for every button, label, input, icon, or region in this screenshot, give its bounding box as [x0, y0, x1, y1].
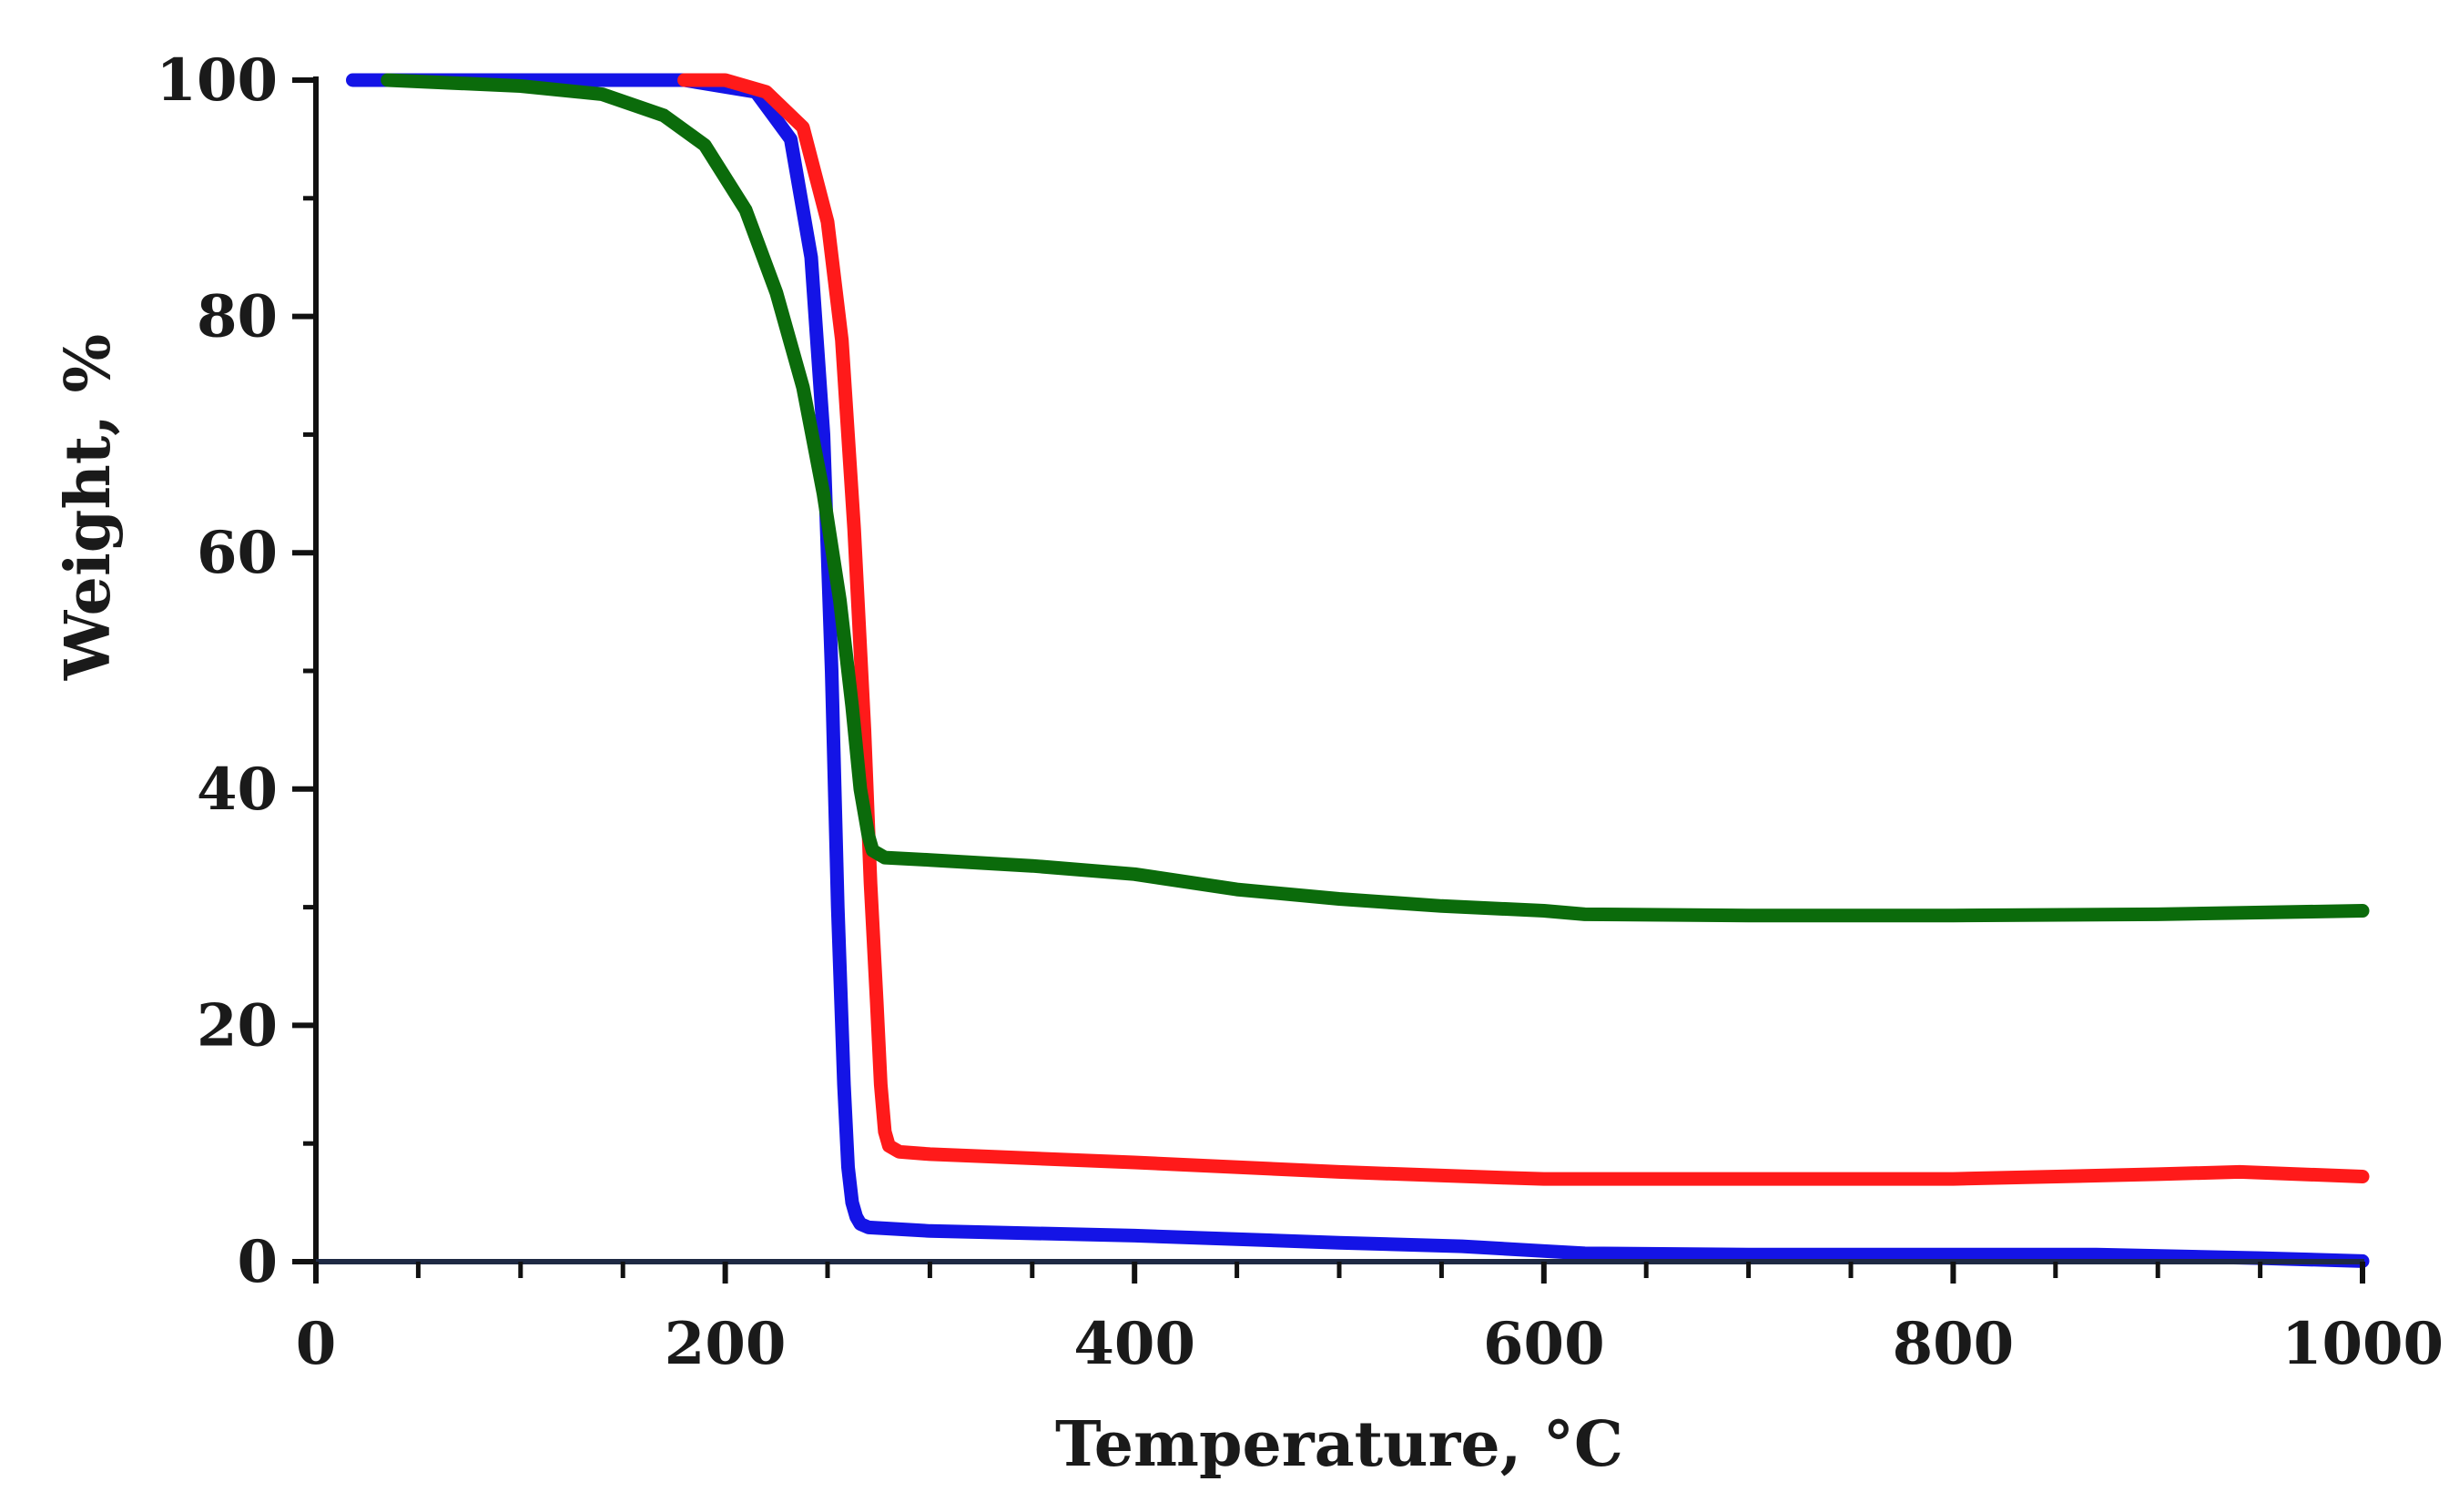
y-tick-label: 80	[197, 283, 278, 351]
y-tick-label: 60	[197, 519, 278, 587]
x-tick-label: 0	[296, 1310, 337, 1378]
y-tick-label: 20	[197, 991, 278, 1060]
y-tick-label: 40	[197, 756, 278, 824]
series-layer	[346, 73, 2370, 1268]
axes-layer	[292, 76, 2365, 1284]
x-tick-label: 800	[1893, 1310, 2015, 1378]
y-tick-label: 100	[156, 46, 278, 115]
x-tick-label: 1000	[2281, 1310, 2444, 1378]
series-line-green	[381, 73, 2370, 923]
x-tick-label: 400	[1073, 1310, 1195, 1378]
x-tick-label: 200	[665, 1310, 787, 1378]
x-tick-label: 600	[1483, 1310, 1605, 1378]
y-axis-title: Weight, %	[52, 334, 125, 681]
y-tick-label: 0	[237, 1228, 278, 1296]
x-axis-title: Temperature, °C	[1055, 1408, 1623, 1481]
series-line-blue	[346, 73, 2370, 1268]
series-line-red	[677, 73, 2370, 1186]
